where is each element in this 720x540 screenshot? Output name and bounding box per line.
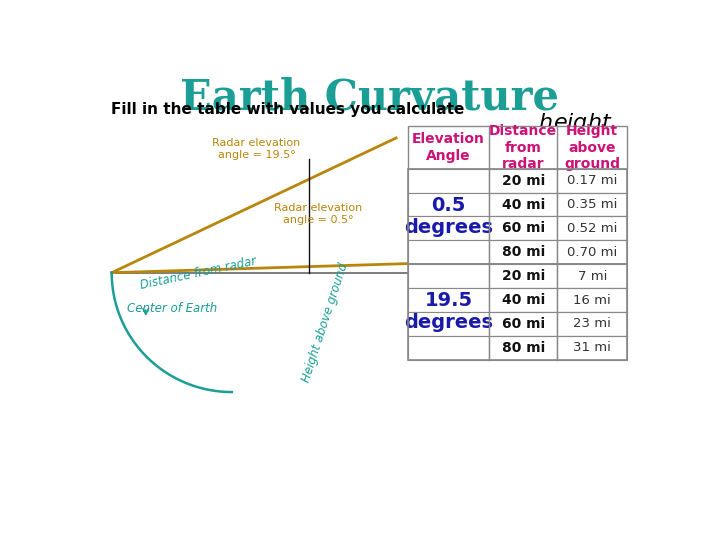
Bar [557,288,627,312]
Text: 40 mi: 40 mi [502,198,545,212]
Bar [408,288,489,312]
Text: 60 mi: 60 mi [502,221,545,235]
Text: 16 mi: 16 mi [573,294,611,307]
Text: Radar elevation
angle = 0.5°: Radar elevation angle = 0.5° [274,204,363,225]
Text: Radar elevation
angle = 19.5°: Radar elevation angle = 19.5° [212,138,301,159]
Bar [408,312,489,336]
Text: Center of Earth: Center of Earth [127,302,217,315]
Bar [489,288,557,312]
Text: Height
above
ground: Height above ground [564,124,620,171]
Bar [557,217,627,240]
Bar [408,217,489,240]
Bar [408,264,489,288]
Bar [557,264,627,288]
Text: 23 mi: 23 mi [573,318,611,330]
Text: Elevation
Angle: Elevation Angle [412,132,485,163]
Text: 31 mi: 31 mi [573,341,611,354]
Bar [489,312,557,336]
Text: 60 mi: 60 mi [502,317,545,331]
Bar [557,168,627,193]
Text: Earth Curvature: Earth Curvature [179,76,559,118]
Bar [557,336,627,360]
Text: 0.35 mi: 0.35 mi [567,198,617,211]
Text: 80 mi: 80 mi [502,245,545,259]
Text: 40 mi: 40 mi [502,293,545,307]
Bar [408,168,489,193]
Bar [557,240,627,264]
Bar [408,336,489,360]
Text: 0.70 mi: 0.70 mi [567,246,617,259]
Bar [557,193,627,217]
Bar [489,336,557,360]
Text: 0.5
degrees: 0.5 degrees [404,196,493,237]
Text: 20 mi: 20 mi [502,269,545,283]
Bar [489,193,557,217]
Bar [489,168,557,193]
Bar [489,264,557,288]
Text: 0.17 mi: 0.17 mi [567,174,617,187]
Bar [408,240,489,264]
Bar [408,264,627,360]
Bar [408,193,489,217]
Text: 0.52 mi: 0.52 mi [567,222,617,235]
Text: 19.5
degrees: 19.5 degrees [404,292,493,333]
Bar [489,240,557,264]
Bar [408,168,627,264]
Text: Distance from radar: Distance from radar [139,255,258,292]
Text: Height above ground: Height above ground [300,261,350,384]
Text: $\tan\theta = \dfrac{\mathit{height}}{d}$: $\tan\theta = \dfrac{\mathit{height}}{d}… [459,111,613,158]
Text: Fill in the table with values you calculate: Fill in the table with values you calcul… [111,102,464,117]
Text: 7 mi: 7 mi [577,269,607,282]
Bar [557,312,627,336]
Text: 80 mi: 80 mi [502,341,545,355]
Text: Distance
from
radar: Distance from radar [489,124,557,171]
Bar [489,217,557,240]
Bar [408,126,627,168]
Text: 20 mi: 20 mi [502,174,545,188]
